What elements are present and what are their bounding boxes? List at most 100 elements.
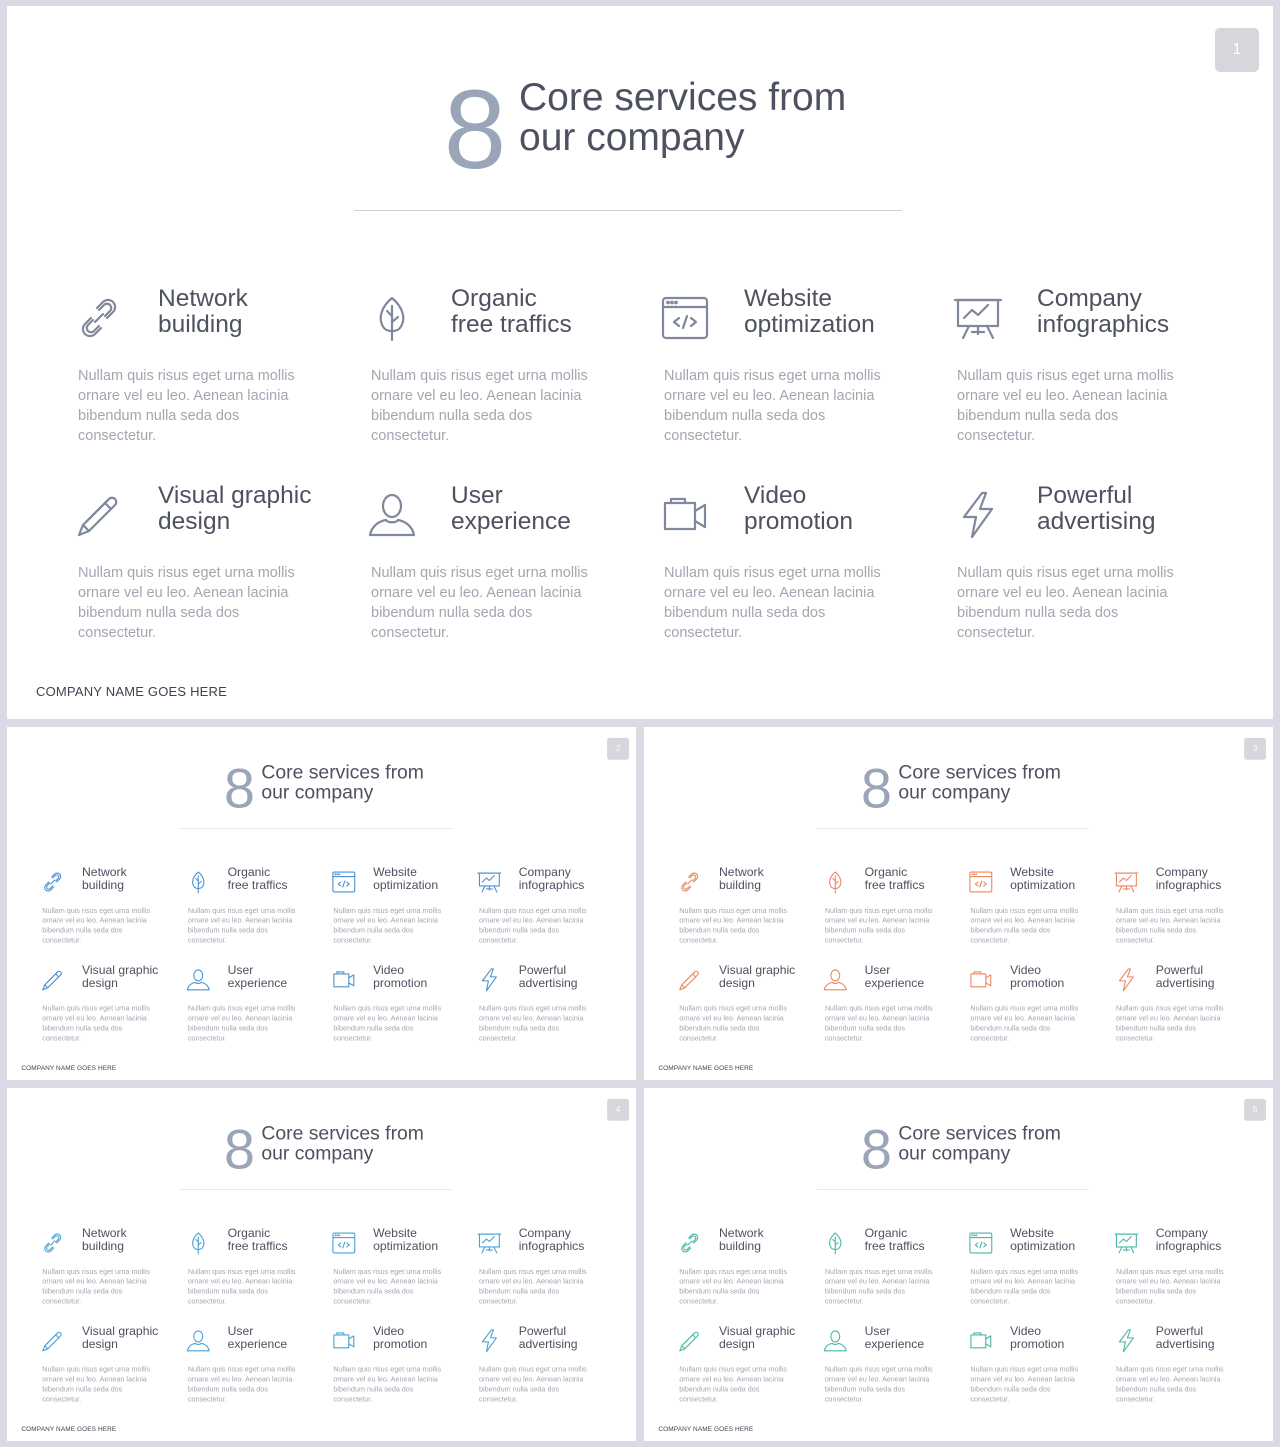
service-title-line2: optimization <box>373 1239 439 1253</box>
service-card: Visual graphic design Nullam quis risus eg… <box>677 964 816 1053</box>
service-title-line1: Visual graphic <box>82 963 159 977</box>
presentation-chart-icon <box>1113 869 1139 895</box>
service-description: Nullam quis risus eget urna mollis ornar… <box>478 906 587 945</box>
service-title-line1: User <box>227 1324 254 1338</box>
service-title: Powerful advertising <box>1156 1325 1255 1351</box>
service-title-line2: free traffics <box>864 1239 925 1253</box>
service-title-line2: infographics <box>518 878 585 892</box>
service-title: Website optimization <box>744 286 944 338</box>
service-title-line2: building <box>719 878 761 892</box>
link-icon <box>40 1230 66 1256</box>
code-window-icon <box>659 292 711 344</box>
service-title: Organic free traffics <box>228 866 327 892</box>
service-title-line2: advertising <box>1155 1337 1215 1351</box>
slide-1[interactable]: 1 8 Core services from our company Network bu… <box>7 6 1273 719</box>
service-card: Video promotion Nullam quis risus eget urn… <box>968 964 1107 1053</box>
service-description: Nullam quis risus eget urna mollis ornar… <box>824 1267 933 1306</box>
service-title: Company infographics <box>1037 286 1237 338</box>
service-title-line1: User <box>864 963 891 977</box>
service-card: Company infographics Nullam quis risus ege… <box>952 286 1232 466</box>
slide-title-line1: Core services from <box>898 1122 1061 1145</box>
service-title: Visual graphic design <box>82 1325 181 1351</box>
service-card: Website optimization Nullam quis risus ege… <box>659 286 939 466</box>
service-card: Network building Nullam quis risus eget ur… <box>677 866 816 955</box>
service-title-line2: design <box>158 508 231 535</box>
code-window-icon <box>331 869 357 895</box>
service-description: Nullam quis risus eget urna mollis ornar… <box>333 906 442 945</box>
slide-title: Core services from our company <box>898 763 1107 803</box>
video-camera-icon <box>331 1328 357 1354</box>
headline-number: 8 <box>861 1118 892 1181</box>
service-description: Nullam quis risus eget urna mollis ornar… <box>187 1365 296 1404</box>
service-title-line1: Website <box>744 285 833 312</box>
lightning-icon <box>1113 1328 1139 1354</box>
lightning-icon <box>952 489 1004 541</box>
service-title-line2: infographics <box>1155 878 1222 892</box>
service-title-line1: Website <box>373 865 417 880</box>
slide-4[interactable]: 4 8 Core services from our company Network bu… <box>7 1088 636 1441</box>
service-title-line2: promotion <box>744 508 853 535</box>
slide-title-line2: our company <box>261 1142 374 1165</box>
service-title-line1: Network <box>82 865 127 880</box>
page-number-badge: 4 <box>607 1098 629 1121</box>
service-title: Visual graphic design <box>719 1325 818 1351</box>
service-description: Nullam quis risus eget urna mollis ornar… <box>970 1004 1079 1043</box>
service-title-line1: User <box>451 482 503 509</box>
slide-3[interactable]: 3 8 Core services from our company Network bu… <box>644 727 1273 1080</box>
service-description: Nullam quis risus eget urna mollis ornar… <box>1115 1365 1224 1404</box>
service-card: Website optimization Nullam quis risus ege… <box>331 866 470 955</box>
service-card: User experience Nullam quis risus eget urn… <box>822 964 961 1053</box>
headline-number: 8 <box>861 757 892 820</box>
service-title: Visual graphic design <box>719 964 818 990</box>
pencil-icon <box>677 1328 703 1354</box>
presentation-chart-icon <box>476 1230 502 1256</box>
service-title: Visual graphic design <box>82 964 181 990</box>
service-description: Nullam quis risus eget urna mollis ornar… <box>664 368 881 444</box>
company-name-footer: COMPANY NAME GOES HERE <box>658 1424 754 1433</box>
leaf-icon <box>822 869 848 895</box>
service-title: Video promotion <box>744 483 944 535</box>
presentation-chart-icon <box>952 292 1004 344</box>
slide-content: 4 8 Core services from our company Network bu… <box>7 1088 636 1441</box>
service-description: Nullam quis risus eget urna mollis ornar… <box>371 565 588 641</box>
service-title-line2: optimization <box>1010 878 1076 892</box>
user-icon <box>185 1328 211 1354</box>
code-window-icon <box>331 1230 357 1256</box>
service-title-line2: advertising <box>518 976 578 990</box>
slide-5[interactable]: 5 8 Core services from our company Network bu… <box>644 1088 1273 1441</box>
service-title: User experience <box>451 483 651 535</box>
leaf-icon <box>185 1230 211 1256</box>
service-description: Nullam quis risus eget urna mollis ornar… <box>664 565 881 641</box>
headline-number: 8 <box>224 1118 255 1181</box>
leaf-icon <box>185 869 211 895</box>
service-title: User experience <box>865 1325 964 1351</box>
presentation-chart-icon <box>1113 1230 1139 1256</box>
slide-content: 5 8 Core services from our company Network bu… <box>644 1088 1273 1441</box>
service-card: Organic free traffics Nullam quis risus eg… <box>822 1227 961 1316</box>
service-card: Visual graphic design Nullam quis risus eg… <box>40 1325 179 1414</box>
service-title-line1: Video <box>1010 1324 1042 1338</box>
lightning-icon <box>476 967 502 993</box>
page-number-badge: 1 <box>1215 28 1259 72</box>
service-title-line2: experience <box>864 976 925 990</box>
pencil-icon <box>677 967 703 993</box>
service-title-line1: Website <box>1010 1226 1054 1241</box>
service-card: Website optimization Nullam quis risus ege… <box>331 1227 470 1316</box>
service-title: User experience <box>228 1325 327 1351</box>
service-title-line1: Network <box>82 1226 127 1241</box>
service-title: Network building <box>719 1227 818 1253</box>
service-title: Company infographics <box>519 1227 618 1253</box>
link-icon <box>73 292 125 344</box>
service-title-line2: experience <box>227 1337 288 1351</box>
service-description: Nullam quis risus eget urna mollis ornar… <box>970 1365 1079 1404</box>
service-title-line2: promotion <box>373 1337 428 1351</box>
service-title: Powerful advertising <box>1037 483 1237 535</box>
slide-2[interactable]: 2 8 Core services from our company Network bu… <box>7 727 636 1080</box>
service-title-line2: design <box>719 976 755 990</box>
service-title-line2: optimization <box>1010 1239 1076 1253</box>
service-title-line1: Visual graphic <box>719 963 796 977</box>
service-title: Company infographics <box>519 866 618 892</box>
service-card: Network building Nullam quis risus eget ur… <box>73 286 353 466</box>
page-number-badge: 5 <box>1244 1098 1266 1121</box>
service-title-line2: infographics <box>1037 311 1170 338</box>
